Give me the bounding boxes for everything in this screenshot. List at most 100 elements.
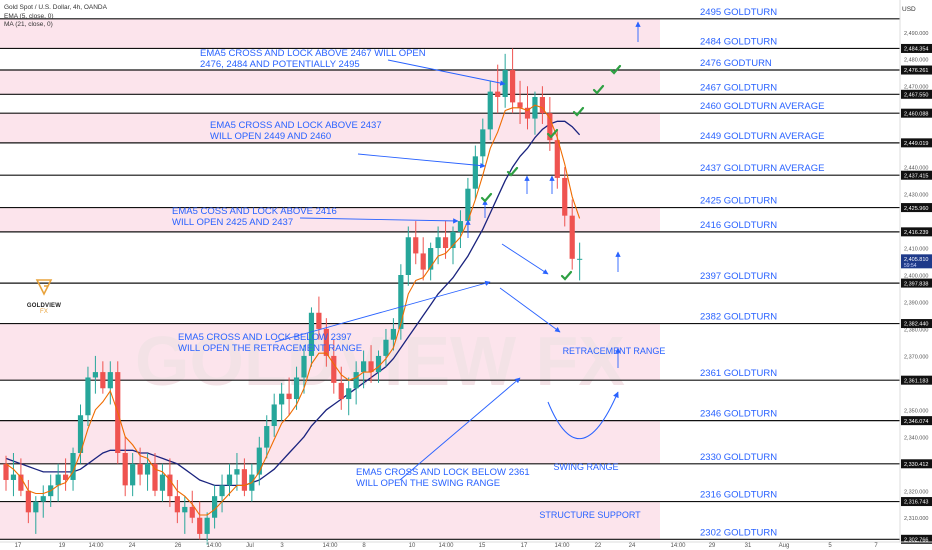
- price-tag-2460: [901, 108, 932, 118]
- price-tag-text-2476: 2,476.261: [904, 68, 928, 74]
- candle-body-34: [256, 447, 262, 475]
- candle-body-69: [517, 102, 523, 108]
- annotation-0: EMA5 CROSS AND LOCK ABOVE 2467 WILL OPEN…: [200, 48, 426, 70]
- time-tick-6: Jul: [246, 543, 254, 549]
- candle-body-0: [3, 463, 9, 480]
- candle-body-70: [524, 107, 531, 119]
- candle-body-4: [33, 501, 39, 513]
- candle-body-44: [331, 355, 337, 383]
- level-label-2495: 2495 GOLDTURN: [700, 7, 777, 18]
- zone-band-5: [0, 420, 660, 464]
- price-tag-2449: [901, 138, 932, 148]
- candle-body-61: [457, 221, 464, 232]
- price-tag-text-2484: 2,484.354: [904, 47, 928, 53]
- candle-body-56: [420, 253, 426, 270]
- candle-body-25: [189, 506, 195, 518]
- candle-body-24: [182, 506, 188, 513]
- level-label-2316: 2316 GOLDTURN: [700, 490, 777, 501]
- candle-body-40: [301, 355, 307, 378]
- candle-body-30: [226, 474, 233, 486]
- price-tag-2330: [901, 459, 932, 469]
- candle-body-8: [63, 474, 69, 480]
- time-tick-8: 14:00: [322, 543, 338, 549]
- price-tag-text-2437: 2,437.415: [904, 173, 928, 179]
- candle-body-16: [122, 453, 128, 486]
- price-tag-2316: [901, 497, 932, 507]
- candle-body-29: [219, 485, 225, 497]
- price-tick-2440: 2,440.000: [904, 166, 928, 172]
- level-label-2484: 2484 GOLDTURN: [700, 36, 777, 47]
- candle-body-73: [547, 113, 553, 141]
- candle-body-38: [286, 393, 292, 400]
- price-tag-text-2397: 2,397.838: [904, 281, 928, 287]
- price-tag-2361: [901, 375, 932, 385]
- candle-body-9: [70, 453, 76, 480]
- level-lines-layer: 2495 GOLDTURN 2484 GOLDTURN 2476 GODTURN 24…: [0, 7, 900, 540]
- level-label-2476: 2476 GODTURN: [700, 58, 772, 69]
- annotation-arrow-0: [387, 59, 506, 86]
- price-tick-2320: 2,320.000: [904, 489, 928, 495]
- legend-ema: EMA (5, close, 0): [4, 12, 54, 20]
- candle-body-74: [554, 140, 560, 178]
- price-tick-2430: 2,430.000: [904, 193, 928, 199]
- candle-body-47: [353, 372, 359, 389]
- price-tick-2390: 2,390.000: [904, 300, 928, 306]
- price-tick-2410: 2,410.000: [904, 247, 928, 253]
- legend-title: Gold Spot / U.S. Dollar, 4h, OANDA: [4, 4, 107, 11]
- current-price-text: 2,405.810: [904, 257, 928, 263]
- time-tick-2: 14:00: [88, 543, 104, 549]
- candle-body-2: [18, 474, 24, 491]
- countdown-text: 59:54: [904, 263, 917, 269]
- ema5-layer: [5, 104, 581, 516]
- candle-body-1: [10, 474, 17, 480]
- range-label-2: STRUCTURE SUPPORT: [539, 510, 641, 520]
- time-tick-15: 22: [595, 543, 602, 549]
- price-tag-2397: [901, 278, 932, 288]
- level-label-2382: 2382 GOLDTURN: [700, 312, 777, 323]
- price-tag-text-2382: 2,382.440: [904, 322, 928, 328]
- level-label-2449: 2449 GOLDTURN AVERAGE: [700, 131, 824, 142]
- price-tick-2380: 2,380.000: [904, 327, 928, 333]
- candle-body-37: [279, 393, 285, 405]
- candle-body-18: [137, 463, 143, 475]
- candle-body-19: [144, 463, 151, 475]
- candle-body-31: [234, 469, 240, 475]
- candle-body-60: [450, 231, 456, 249]
- price-tag-text-2460: 2,460.088: [904, 111, 928, 117]
- current-price-tag: [901, 254, 932, 269]
- time-tick-3: 24: [129, 543, 136, 549]
- price-tick-2370: 2,370.000: [904, 354, 928, 360]
- price-tick-2490: 2,490.000: [904, 31, 928, 37]
- price-tick-2310: 2,310.000: [904, 516, 928, 522]
- candle-body-21: [159, 474, 166, 491]
- candle-body-62: [465, 188, 471, 222]
- candle-body-63: [472, 156, 478, 189]
- candle-body-72: [539, 97, 545, 114]
- annotation-3: EMA5 CROSS AND LOCK BELOW 2397 WILL OPEN …: [178, 332, 362, 354]
- annotation-arrow-6: [501, 243, 549, 275]
- price-axis: 2,490.0002,480.0002,470.0002,450.0002,44…: [899, 0, 932, 550]
- price-tag-2484: [901, 43, 932, 53]
- annotation-4: EMA5 CROSS AND LOCK BELOW 2361 WILL OPEN …: [356, 467, 530, 489]
- candle-body-3: [25, 490, 31, 513]
- price-tag-text-2467: 2,467.550: [904, 93, 928, 99]
- level-label-2397: 2397 GOLDTURN: [700, 271, 777, 282]
- price-tick-2480: 2,480.000: [904, 58, 928, 64]
- candle-body-77: [577, 258, 583, 260]
- zone-band-3: [0, 207, 660, 232]
- candle-body-39: [293, 377, 300, 400]
- zone-band-1: [0, 70, 660, 95]
- candle-body-46: [346, 388, 352, 400]
- checkmark-1: [506, 166, 519, 177]
- annotation-arrow-3: [274, 280, 491, 343]
- candle-body-55: [413, 237, 419, 254]
- candle-body-54: [405, 237, 411, 275]
- annotation-arrow-5: [499, 287, 561, 333]
- level-label-2346: 2346 GOLDTURN: [700, 409, 777, 420]
- zone-band-6: [0, 501, 660, 540]
- price-tag-2302: [901, 534, 932, 544]
- currency-label: USD: [902, 6, 916, 13]
- checkmark-0: [480, 192, 493, 203]
- checkmark-3: [572, 106, 585, 117]
